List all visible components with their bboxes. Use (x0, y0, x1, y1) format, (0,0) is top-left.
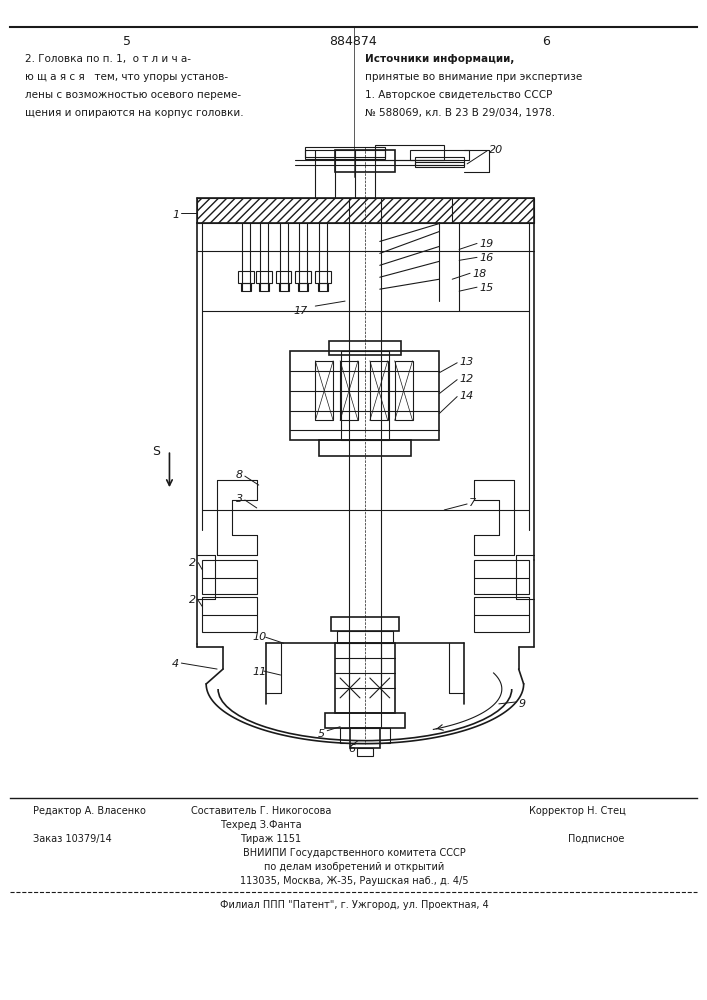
Bar (370, 361, 387, 420)
Bar (335, 150, 395, 172)
Text: 6: 6 (348, 744, 355, 754)
Text: 18: 18 (472, 269, 486, 279)
Text: по делам изобретений и открытий: по делам изобретений и открытий (264, 862, 444, 872)
Text: № 588069, кл. В 23 В 29/034, 1978.: № 588069, кл. В 23 В 29/034, 1978. (365, 108, 555, 118)
Text: Редактор А. Власенко: Редактор А. Власенко (33, 806, 146, 816)
Text: лены с возможностью осевого переме-: лены с возможностью осевого переме- (25, 90, 240, 100)
Text: S: S (153, 445, 160, 458)
Bar (357, 748, 373, 756)
Bar (340, 361, 358, 420)
Bar (256, 271, 271, 283)
Text: принятые во внимание при экспертизе: принятые во внимание при экспертизе (365, 72, 582, 82)
Bar (375, 145, 444, 160)
Bar (474, 597, 529, 632)
Bar (335, 643, 395, 713)
Text: 13: 13 (459, 357, 474, 367)
Text: 11: 11 (253, 667, 267, 677)
Bar (409, 150, 469, 160)
Bar (331, 617, 399, 631)
Text: 113035, Москва, Ж-35, Раушская наб., д. 4/5: 113035, Москва, Ж-35, Раушская наб., д. … (240, 876, 468, 886)
Text: 9: 9 (519, 699, 526, 709)
Bar (329, 341, 401, 355)
Text: 8: 8 (235, 470, 243, 480)
Bar (279, 283, 288, 291)
Text: 10: 10 (253, 632, 267, 642)
Bar (202, 560, 257, 594)
Text: ю щ а я с я   тем, что упоры установ-: ю щ а я с я тем, что упоры установ- (25, 72, 228, 82)
Text: 14: 14 (459, 391, 474, 401)
Text: Филиал ППП "Патент", г. Ужгород, ул. Проектная, 4: Филиал ППП "Патент", г. Ужгород, ул. Про… (220, 900, 489, 910)
Text: ВНИИПИ Государственного комитета СССР: ВНИИПИ Государственного комитета СССР (243, 848, 465, 858)
Text: 20: 20 (489, 145, 503, 155)
Text: Техред З.Фанта: Техред З.Фанта (220, 820, 302, 830)
Text: 2. Головка по п. 1,  о т л и ч а-: 2. Головка по п. 1, о т л и ч а- (25, 54, 191, 64)
Bar (340, 728, 390, 743)
Bar (474, 560, 529, 594)
Text: Тираж 1151: Тираж 1151 (240, 834, 301, 844)
Text: Источники информации,: Источники информации, (365, 54, 514, 64)
Bar (238, 271, 254, 283)
Bar (325, 713, 404, 728)
Bar (213, 632, 517, 689)
Bar (315, 361, 333, 420)
Text: 5: 5 (123, 35, 131, 48)
Bar (296, 271, 311, 283)
Text: 6: 6 (542, 35, 551, 48)
Bar (305, 147, 385, 159)
Text: Подписное: Подписное (568, 834, 625, 844)
Bar (315, 271, 331, 283)
Text: 17: 17 (293, 306, 308, 316)
Bar (259, 283, 269, 291)
Bar (337, 631, 392, 643)
Text: 5: 5 (318, 729, 325, 739)
Bar (276, 271, 291, 283)
Text: 2: 2 (189, 558, 197, 568)
Bar (197, 198, 534, 223)
Bar (395, 361, 412, 420)
Ellipse shape (218, 637, 512, 741)
Bar (414, 162, 464, 167)
Bar (291, 351, 439, 440)
Text: 1. Авторское свидетельство СССР: 1. Авторское свидетельство СССР (365, 90, 552, 100)
Text: 15: 15 (479, 283, 493, 293)
Text: Составитель Г. Никогосова: Составитель Г. Никогосова (191, 806, 331, 816)
Text: 7: 7 (469, 498, 477, 508)
Text: 16: 16 (479, 253, 493, 263)
Text: Корректор Н. Стец: Корректор Н. Стец (529, 806, 626, 816)
Bar (318, 283, 328, 291)
Text: щения и опираются на корпус головки.: щения и опираются на корпус головки. (25, 108, 243, 118)
Text: 12: 12 (459, 374, 474, 384)
Text: 4: 4 (173, 659, 180, 669)
Text: 2: 2 (189, 595, 197, 605)
Bar (305, 150, 385, 157)
Bar (414, 157, 464, 165)
Text: Заказ 10379/14: Заказ 10379/14 (33, 834, 111, 844)
Text: 1: 1 (173, 210, 180, 220)
Bar (298, 283, 308, 291)
Bar (350, 728, 380, 748)
Bar (241, 283, 251, 291)
Text: 884874: 884874 (329, 35, 377, 48)
Text: 19: 19 (479, 239, 493, 249)
Bar (202, 597, 257, 632)
Text: 3: 3 (235, 494, 243, 504)
Bar (320, 440, 411, 456)
